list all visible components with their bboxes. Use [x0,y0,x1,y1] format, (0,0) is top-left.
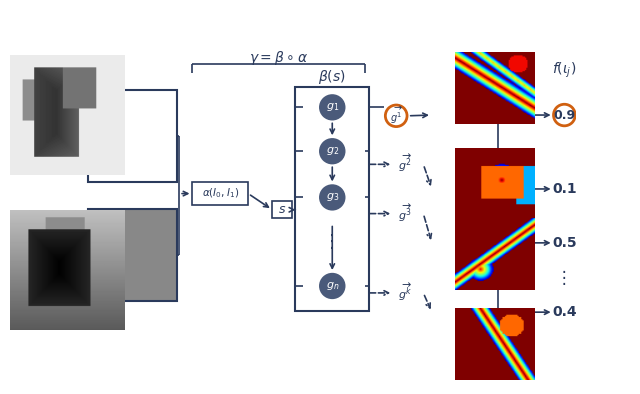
Text: $\iota_2$: $\iota_2$ [458,147,469,160]
FancyBboxPatch shape [88,209,177,301]
Text: 0.4: 0.4 [552,305,577,319]
Text: $I_1$: $I_1$ [70,245,84,265]
Text: 0.9: 0.9 [554,108,575,121]
Text: $I_0$: $I_0$ [70,126,84,146]
FancyBboxPatch shape [296,87,369,310]
Circle shape [320,274,345,298]
FancyBboxPatch shape [193,182,248,205]
Circle shape [554,104,575,126]
Text: $\iota_1$: $\iota_1$ [458,73,469,86]
Circle shape [385,105,407,126]
Text: $\gamma = \beta \circ \alpha$: $\gamma = \beta \circ \alpha$ [249,49,308,67]
Text: $g_2$: $g_2$ [326,145,339,157]
Text: ⋮: ⋮ [455,268,472,286]
Text: $\overrightarrow{g^1}$: $\overrightarrow{g^1}$ [390,105,403,126]
Text: $g_3$: $g_3$ [326,191,339,203]
Text: $\iota_3$: $\iota_3$ [458,201,469,214]
Text: $g_n$: $g_n$ [326,280,339,292]
Text: $\alpha(I_0, I_1)$: $\alpha(I_0, I_1)$ [202,187,239,201]
FancyBboxPatch shape [272,201,292,218]
Text: $s$: $s$ [278,203,287,216]
Text: 0.1: 0.1 [552,182,577,196]
FancyBboxPatch shape [88,89,177,182]
Text: $g_1$: $g_1$ [326,101,339,113]
Text: $\iota_n$: $\iota_n$ [458,270,469,283]
Circle shape [320,95,345,120]
Circle shape [320,139,345,164]
Text: $f(\iota_j)$: $f(\iota_j)$ [552,61,577,80]
Text: $\beta(s)$: $\beta(s)$ [319,67,346,85]
Text: 0.5: 0.5 [552,236,577,250]
Text: ⋮: ⋮ [556,268,573,286]
Text: $\overrightarrow{g^2}$: $\overrightarrow{g^2}$ [397,152,412,175]
Circle shape [320,185,345,210]
Text: $\overrightarrow{g^k}$: $\overrightarrow{g^k}$ [397,281,412,303]
Text: ⋮: ⋮ [323,233,341,251]
Text: $\overrightarrow{g^3}$: $\overrightarrow{g^3}$ [397,202,412,224]
